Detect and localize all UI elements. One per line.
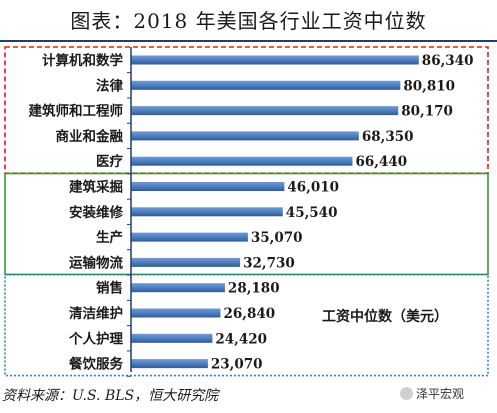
- category-label: 运输物流: [69, 254, 123, 271]
- bar: [131, 333, 213, 343]
- data-label: 32,730: [243, 255, 295, 271]
- bar: [131, 55, 419, 65]
- bar: [131, 207, 283, 217]
- data-label: 24,420: [215, 331, 267, 347]
- data-label: 46,010: [287, 180, 339, 196]
- bar: [131, 131, 359, 141]
- bar-chart: 计算机和数学 86,340 法律 80,810 建筑师和工程师 80,170 商业和金融 68…: [4, 46, 489, 377]
- chart-annotation: 工资中位数（美元）: [322, 308, 448, 325]
- data-label: 23,070: [211, 357, 263, 373]
- wechat-logo-icon: [400, 387, 413, 400]
- watermark: 泽平宏观: [400, 385, 464, 402]
- data-label: 80,170: [401, 104, 453, 120]
- category-label: 个人护理: [68, 330, 123, 347]
- bar: [131, 80, 401, 90]
- title-divider: [0, 40, 497, 42]
- data-label: 86,340: [422, 53, 474, 69]
- data-label: 28,180: [228, 281, 280, 297]
- source-note: 资料来源：U.S. BLS，恒大研究院: [2, 388, 219, 404]
- data-label: 26,840: [223, 306, 275, 322]
- category-label: 法律: [96, 77, 123, 94]
- category-label: 建筑师和工程师: [28, 103, 124, 120]
- watermark-text: 泽平宏观: [416, 387, 465, 401]
- data-label: 35,070: [251, 230, 303, 246]
- bar: [131, 106, 399, 116]
- group-frame-3: [4, 273, 489, 377]
- bar: [131, 156, 353, 166]
- category-label: 计算机和数学: [42, 52, 123, 69]
- category-label: 生产: [96, 229, 123, 246]
- bar: [131, 257, 241, 267]
- bar: [131, 283, 225, 293]
- data-label: 66,440: [355, 154, 407, 170]
- category-label: 医疗: [96, 153, 123, 170]
- data-label: 80,810: [403, 78, 455, 94]
- category-label: 商业和金融: [56, 128, 124, 145]
- bar: [131, 232, 248, 242]
- category-label: 销售: [96, 280, 123, 297]
- category-label: 安装维修: [69, 204, 123, 221]
- bar: [131, 359, 208, 369]
- bar: [131, 182, 285, 191]
- data-label: 45,540: [286, 205, 338, 221]
- category-label: 清洁维护: [69, 305, 123, 322]
- data-label: 68,350: [362, 129, 414, 145]
- bar: [131, 308, 221, 318]
- category-label: 建筑采掘: [68, 179, 123, 196]
- chart-title: 图表：2018 年美国各行业工资中位数: [70, 9, 427, 33]
- category-label: 餐饮服务: [68, 356, 123, 373]
